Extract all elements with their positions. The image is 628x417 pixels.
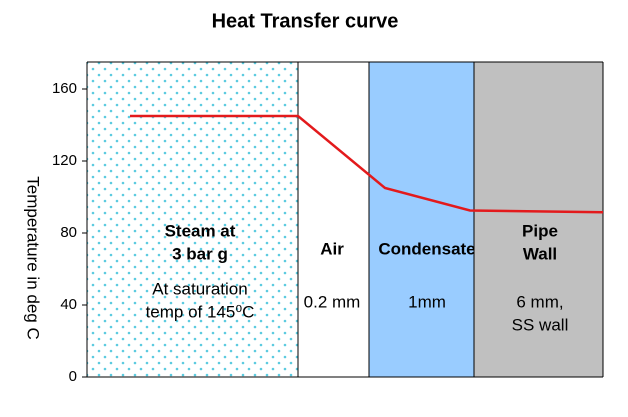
region-detail: temp of 145⁰C [146,302,255,321]
region-title: Pipe [522,221,558,240]
region-title: Wall [523,244,557,263]
region [87,62,298,377]
y-tick-label: 0 [69,368,77,385]
region-title: Air [320,239,344,258]
region [298,62,369,377]
y-tick-label: 80 [60,224,77,241]
y-tick-label: 160 [52,80,77,97]
temperature-line [130,114,604,214]
region-detail: 0.2 mm [304,292,361,311]
region-detail: 6 mm, [516,292,563,311]
chart-title: Heat Transfer curve [212,10,399,32]
region [474,62,603,377]
region-detail: At saturation [152,279,247,298]
region [369,62,474,377]
region-title: 3 bar g [172,244,228,263]
region-title: Condensate [378,239,475,258]
region-title: Steam at [165,221,236,240]
region-detail: 1mm [408,292,446,311]
y-tick-label: 40 [60,296,77,313]
region-detail: SS wall [512,315,569,334]
y-tick-label: 120 [52,152,77,169]
y-axis-label: Temperature in deg C [24,176,43,339]
